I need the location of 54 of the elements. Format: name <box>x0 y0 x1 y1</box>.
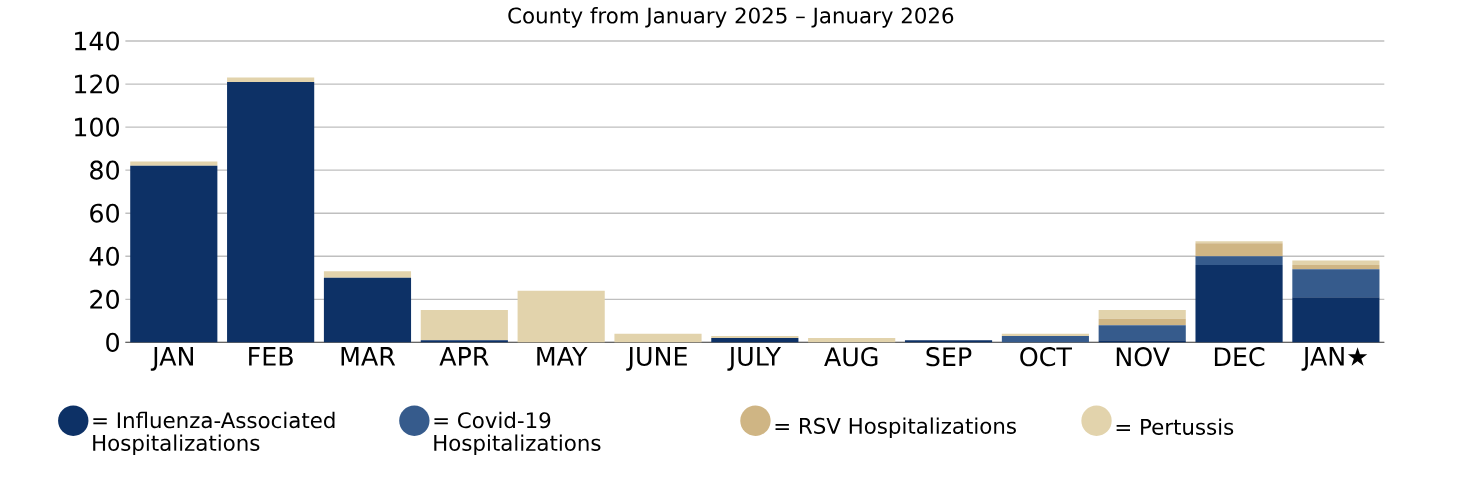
bar <box>1098 310 1186 319</box>
legend-label: = Influenza-Associated Hospitalizations <box>93 411 335 456</box>
x-tick-label: JAN★ <box>1301 347 1368 371</box>
x-tick-label: MAR <box>341 347 396 366</box>
y-tick-label: 20 <box>90 289 119 309</box>
bar <box>130 161 218 166</box>
legend-label: = RSV Hospitalizations <box>775 417 1016 439</box>
x-tick-label: SEP <box>926 347 972 367</box>
bar <box>1292 297 1380 343</box>
bar <box>1195 243 1283 257</box>
x-tick-label: NOV <box>1116 347 1170 367</box>
bar <box>1001 333 1089 336</box>
bar <box>1195 256 1283 265</box>
x-tick-label: JAN <box>150 347 193 371</box>
bar <box>1195 241 1283 244</box>
bar <box>227 77 315 82</box>
bar <box>711 335 799 339</box>
legend-label: = Covid-19 Hospitalizations <box>434 411 601 456</box>
chart-title: County from January 2025 – January 2026 <box>508 6 954 28</box>
bar <box>904 340 993 343</box>
bar <box>1292 269 1380 298</box>
x-tick-label: DEC <box>1214 347 1265 367</box>
bar <box>711 338 799 343</box>
bar <box>1098 340 1186 343</box>
x-tick-label: FEB <box>249 347 293 366</box>
bar <box>227 81 315 343</box>
bar <box>323 271 412 278</box>
bar <box>1098 318 1186 326</box>
x-tick-label: JULY <box>727 347 782 371</box>
x-tick-label: JUNE <box>626 347 687 371</box>
y-tick-label: 60 <box>90 203 119 223</box>
bar <box>1292 260 1380 265</box>
bar <box>1001 335 1089 343</box>
bar <box>614 333 702 343</box>
y-tick-label: 0 <box>106 332 119 352</box>
bar <box>420 310 508 341</box>
bar <box>1098 325 1186 341</box>
bar <box>1292 264 1380 270</box>
x-tick-label: OCT <box>1020 347 1072 367</box>
y-tick-label: 120 <box>75 74 119 94</box>
x-tick-label: AUG <box>824 347 878 367</box>
y-tick-label: 80 <box>90 160 119 180</box>
y-tick-label: 40 <box>89 246 119 266</box>
bar <box>420 340 508 343</box>
bar <box>517 290 605 343</box>
legend-label: = Pertussis <box>1116 418 1234 435</box>
x-tick-label: APR <box>439 347 489 366</box>
bar <box>808 338 896 343</box>
y-tick-label: 140 <box>75 31 119 51</box>
x-tick-label: MAY <box>537 347 588 366</box>
bar <box>323 277 412 343</box>
bar <box>1195 264 1283 343</box>
y-tick-label: 100 <box>75 117 119 137</box>
bar <box>130 165 218 343</box>
